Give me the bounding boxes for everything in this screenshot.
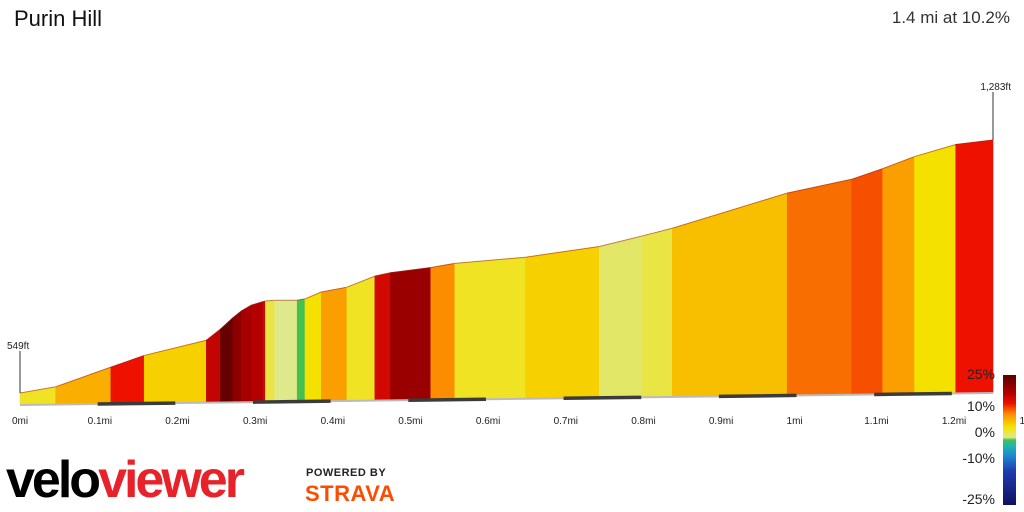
x-tick-label: 1.2mi: [942, 416, 966, 427]
x-tick-label: 0.4mi: [321, 416, 345, 427]
profile-top-edge: [882, 156, 915, 170]
profile-top-edge: [374, 272, 391, 277]
profile-top-edge: [265, 299, 275, 302]
profile-top-edge: [430, 262, 455, 269]
strava-logo: STRAVA: [305, 481, 396, 506]
profile-top-edge: [55, 366, 112, 388]
x-axis-ticks: 0mi 0.1mi 0.2mi 0.3mi 0.4mi 0.5mi 0.6mi 0.7mi 0.…: [12, 416, 1024, 427]
ground-dash: [408, 397, 486, 402]
profile-top-edge: [321, 286, 348, 293]
ground-dash: [563, 395, 642, 401]
branding: veloviewer POWERED BY STRAVA: [6, 450, 426, 510]
elevation-labels: 549ft 1,283ft: [7, 82, 1011, 393]
ground-dash: [718, 393, 797, 399]
x-tick-label: 0.3mi: [243, 416, 267, 427]
x-tick-label: 1.1mi: [864, 416, 888, 427]
grade-legend-label: -10%: [962, 450, 995, 466]
grade-legend-label: 0%: [975, 424, 995, 440]
end-elevation-label: 1,283ft: [980, 82, 1011, 93]
profile-top-edge: [525, 246, 600, 258]
start-elevation-label: 549ft: [7, 341, 29, 352]
profile-top-edge: [787, 178, 852, 194]
profile-top-edge: [241, 304, 252, 312]
profile-top-edge: [144, 339, 207, 356]
ground-line: [19, 391, 994, 406]
profile-top-edge: [914, 144, 956, 158]
powered-by-text: POWERED BY: [306, 467, 387, 479]
x-tick-label: 0.2mi: [165, 416, 189, 427]
ground-dash: [874, 391, 952, 397]
grade-legend-label: 25%: [967, 366, 995, 382]
grade-legend-label: 10%: [967, 398, 995, 414]
grade-bands: [19, 139, 994, 406]
profile-top-edge: [390, 267, 431, 274]
profile-top-edge: [220, 317, 234, 330]
x-tick-label: 0.7mi: [554, 416, 578, 427]
profile-top-edge: [232, 310, 242, 319]
veloviewer-logo: veloviewer: [6, 451, 245, 509]
profile-top-edge: [672, 192, 788, 229]
x-tick-label: 0.6mi: [476, 416, 500, 427]
ground-dash: [252, 399, 331, 404]
ground-dash: [97, 401, 176, 406]
profile-top-edge: [297, 298, 306, 301]
profile-top-edge: [110, 354, 145, 368]
x-tick-label: 0.1mi: [88, 416, 112, 427]
profile-top-edge: [599, 235, 643, 247]
profile-top-edge: [346, 275, 376, 288]
chart-title: Purin Hill: [14, 6, 103, 31]
x-tick-label: 0.9mi: [709, 416, 733, 427]
x-tick-label: 0.5mi: [398, 416, 422, 427]
profile-top-edge: [454, 256, 526, 264]
profile-top-edge: [251, 301, 264, 306]
x-tick-label: 0mi: [12, 416, 28, 427]
profile-top-edge: [19, 386, 56, 394]
profile-top-edge: [851, 168, 883, 180]
profile-top-edge: [206, 328, 221, 341]
x-tick-label: 1mi: [787, 416, 803, 427]
segment-summary: 1.4 mi at 10.2%: [891, 8, 1010, 27]
profile-top-edge: [642, 227, 673, 237]
x-tick-label: 0.8mi: [631, 416, 655, 427]
ground-baseline: [19, 392, 994, 406]
profile-top-edge: [262, 300, 266, 303]
profile-top-edge: [955, 139, 994, 145]
grade-legend-label: -25%: [962, 491, 995, 507]
x-tick-label: 1.3mi: [1019, 416, 1024, 427]
grade-legend-labels: 25% 10% 0% -10% -25%: [962, 366, 995, 507]
grade-legend-bar: [1003, 375, 1016, 505]
profile-top-edge: [304, 291, 322, 300]
